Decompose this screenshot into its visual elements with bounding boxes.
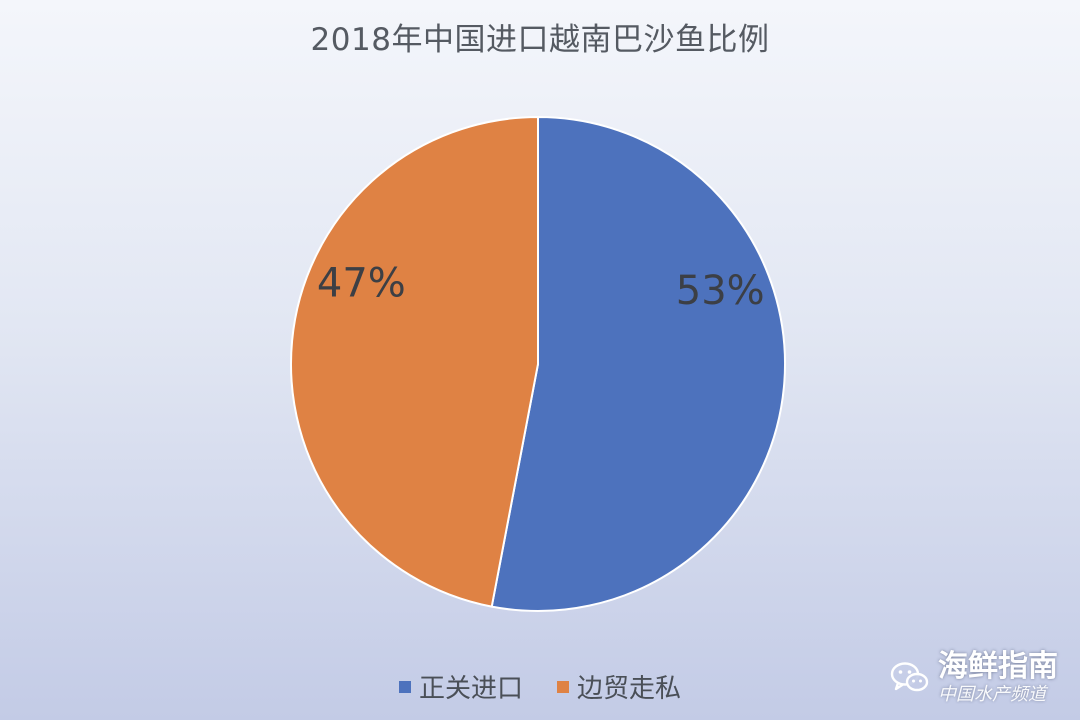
chart-title: 2018年中国进口越南巴沙鱼比例 bbox=[310, 22, 770, 58]
legend-item-official: 正关进口 bbox=[398, 668, 523, 705]
watermark-name: 海鲜指南 bbox=[938, 649, 1058, 684]
pie-label-smuggling: 47% bbox=[317, 260, 406, 306]
legend-label-smuggling: 边贸走私 bbox=[577, 674, 682, 704]
legend-swatch-smuggling bbox=[557, 680, 569, 693]
legend-label-official: 正关进口 bbox=[418, 674, 523, 704]
legend: 正关进口 边贸走私 bbox=[0, 668, 1080, 705]
watermark-subtitle: 中国水产频道 bbox=[938, 684, 1046, 705]
pie-slice-smuggling bbox=[290, 115, 539, 608]
watermark: 海鲜指南 中国水产频道 bbox=[890, 652, 1058, 704]
pie-slice-official bbox=[490, 115, 786, 612]
pie-label-official: 53% bbox=[676, 268, 765, 314]
wechat-icon bbox=[890, 661, 930, 695]
legend-item-smuggling: 边贸走私 bbox=[557, 668, 681, 705]
legend-swatch-official bbox=[398, 680, 411, 693]
